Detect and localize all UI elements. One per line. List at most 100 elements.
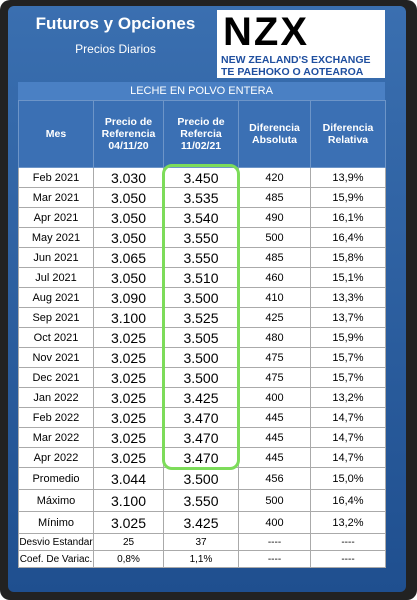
cell: 445 <box>238 407 311 428</box>
cell: 3.470 <box>163 427 239 448</box>
cell: 3.425 <box>163 387 239 408</box>
cell: Feb 2022 <box>18 407 94 428</box>
logo-line: NEW ZEALAND'S EXCHANGE <box>221 54 371 66</box>
cell: ---- <box>238 550 311 568</box>
cell: 445 <box>238 447 311 468</box>
cell: 3.025 <box>93 347 164 368</box>
cell: 15,7% <box>310 347 386 368</box>
cell: 14,7% <box>310 447 386 468</box>
cell: 3.550 <box>163 489 239 512</box>
table: Mes Precio de Referencia 04/11/20 Precio d… <box>18 100 386 568</box>
cell: 13,3% <box>310 287 386 308</box>
cell: 15,9% <box>310 187 386 208</box>
cell: Sep 2021 <box>18 307 94 328</box>
cell: 3.025 <box>93 511 164 534</box>
row: Mar 2022 3.025 3.470 445 14,7% <box>18 427 386 448</box>
row: Jan 2022 3.025 3.425 400 13,2% <box>18 387 386 408</box>
summary-row: Mínimo 3.025 3.425 400 13,2% <box>18 511 386 534</box>
cell: 13,7% <box>310 307 386 328</box>
cell: Coef. De Variac. <box>18 550 94 568</box>
cell: 480 <box>238 327 311 348</box>
cell: Jun 2021 <box>18 247 94 268</box>
cell: Mínimo <box>18 511 94 534</box>
cell: 3.044 <box>93 467 164 490</box>
cell: 3.550 <box>163 247 239 268</box>
cell: Mar 2022 <box>18 427 94 448</box>
cell: 400 <box>238 387 311 408</box>
cell: Jan 2022 <box>18 387 94 408</box>
cell: 13,2% <box>310 511 386 534</box>
cell: 3.090 <box>93 287 164 308</box>
cell: 3.025 <box>93 447 164 468</box>
cell: 3.450 <box>163 167 239 188</box>
column-header: Diferencia Relativa <box>310 100 386 168</box>
cell: 3.030 <box>93 167 164 188</box>
cell: 425 <box>238 307 311 328</box>
cell: 475 <box>238 347 311 368</box>
cell: 3.540 <box>163 207 239 228</box>
summary-row: Desvio Estandar 25 37 ---- ---- <box>18 533 386 551</box>
cell: Aug 2021 <box>18 287 94 308</box>
cell: 3.500 <box>163 467 239 490</box>
cell: 15,8% <box>310 247 386 268</box>
logo: NZX NEW ZEALAND'S EXCHANGE TE PAEHOKO O … <box>217 10 385 78</box>
cell: 15,1% <box>310 267 386 288</box>
cell: Jul 2021 <box>18 267 94 288</box>
cell: 14,7% <box>310 407 386 428</box>
column-header: Precio de Refercia 11/02/21 <box>163 100 239 168</box>
cell: ---- <box>310 533 386 551</box>
cell: 500 <box>238 489 311 512</box>
cell: May 2021 <box>18 227 94 248</box>
cell: 3.500 <box>163 367 239 388</box>
cell: 25 <box>93 533 164 551</box>
cell: 420 <box>238 167 311 188</box>
cell: 3.510 <box>163 267 239 288</box>
cell: Apr 2021 <box>18 207 94 228</box>
cell: 3.525 <box>163 307 239 328</box>
cell: Nov 2021 <box>18 347 94 368</box>
cell: 16,1% <box>310 207 386 228</box>
cell: 490 <box>238 207 311 228</box>
cell: 460 <box>238 267 311 288</box>
cell: 445 <box>238 427 311 448</box>
cell: 3.025 <box>93 367 164 388</box>
cell: 500 <box>238 227 311 248</box>
row: Nov 2021 3.025 3.500 475 15,7% <box>18 347 386 368</box>
row: Jun 2021 3.065 3.550 485 15,8% <box>18 247 386 268</box>
cell: 3.500 <box>163 347 239 368</box>
cell: 15,0% <box>310 467 386 490</box>
cell: 3.100 <box>93 307 164 328</box>
cell: 3.025 <box>93 427 164 448</box>
cell: 485 <box>238 187 311 208</box>
row: Apr 2021 3.050 3.540 490 16,1% <box>18 207 386 228</box>
column-header: Diferencia Absoluta <box>238 100 311 168</box>
cell: 400 <box>238 511 311 534</box>
cell: 3.550 <box>163 227 239 248</box>
row: Jul 2021 3.050 3.510 460 15,1% <box>18 267 386 288</box>
cell: 3.025 <box>93 387 164 408</box>
table-title: LECHE EN POLVO ENTERA <box>18 82 385 100</box>
cell: Máximo <box>18 489 94 512</box>
cell: 3.050 <box>93 187 164 208</box>
cell: 37 <box>163 533 239 551</box>
cell: Feb 2021 <box>18 167 94 188</box>
row: Feb 2022 3.025 3.470 445 14,7% <box>18 407 386 428</box>
cell: 456 <box>238 467 311 490</box>
cell: 15,9% <box>310 327 386 348</box>
cell: 3.050 <box>93 267 164 288</box>
cell: ---- <box>238 533 311 551</box>
cell: ---- <box>310 550 386 568</box>
cell: 3.025 <box>93 327 164 348</box>
cell: 14,7% <box>310 427 386 448</box>
cell: 13,9% <box>310 167 386 188</box>
cell: 3.050 <box>93 227 164 248</box>
cell: 3.100 <box>93 489 164 512</box>
cell: 3.470 <box>163 447 239 468</box>
summary-row: Coef. De Variac. 0,8% 1,1% ---- ---- <box>18 550 386 568</box>
cell: 1,1% <box>163 550 239 568</box>
header-row: Mes Precio de Referencia 04/11/20 Precio d… <box>18 100 386 168</box>
cell: 16,4% <box>310 489 386 512</box>
cell: Oct 2021 <box>18 327 94 348</box>
row: Feb 2021 3.030 3.450 420 13,9% <box>18 167 386 188</box>
